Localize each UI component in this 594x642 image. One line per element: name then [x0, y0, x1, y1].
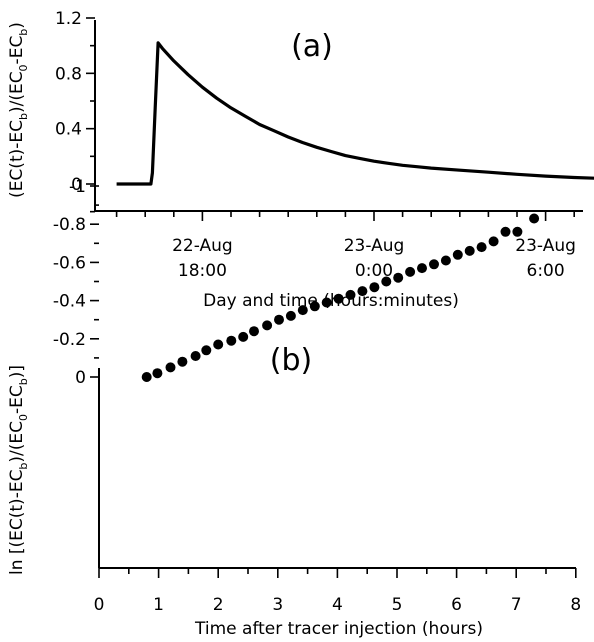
panel-b-data-point	[152, 368, 163, 379]
panel-a-y-axis-label: (EC(t)-ECb)/(EC0-ECb)	[7, 22, 30, 198]
panel-b-data-point	[357, 286, 368, 297]
panel-b-data-point	[440, 255, 451, 266]
panel-b-scatter-chart: (b) 0-0.2-0.4-0.6-0.8-10 1 2 3 4 5 6 7 8 ln [(EC…	[7, 177, 581, 639]
panel-b-data-point	[190, 351, 201, 361]
panel-a-x-tick-label-date: 23-Aug	[344, 236, 405, 256]
panel-b-data-point	[429, 259, 439, 270]
panel-b-x-tick-label: 6	[451, 595, 462, 615]
panel-b-x-tick-label: 4	[332, 595, 343, 615]
panel-b-x-tick-label: 5	[392, 595, 403, 615]
panel-b-x-tick-label: 7	[511, 595, 522, 615]
panel-a-y-tick-label: 0.8	[55, 64, 82, 84]
panel-b-data-point	[285, 310, 296, 321]
panel-a-axes: 0 0.4 0.8 1.2 22-Aug 18:00 23-Aug 0:00 23-Aug 6:0…	[55, 9, 583, 281]
panel-b-series	[141, 213, 540, 382]
panel-b-x-tick-label: 8	[570, 595, 581, 615]
panel-b-y-tick-label: -0.2	[53, 330, 86, 350]
panel-b-y-tick-label: -0.6	[53, 253, 86, 273]
panel-a-x-tick-label-time: 18:00	[178, 261, 227, 281]
panel-b-x-axis-label: Time after tracer injection (hours)	[194, 619, 483, 639]
panel-b-data-point	[476, 242, 487, 253]
panel-a-y-tick-label: 0	[71, 175, 82, 195]
panel-a-series	[116, 41, 594, 186]
panel-b-label: (b)	[270, 343, 312, 378]
panel-b-data-point	[201, 345, 212, 356]
panel-a-x-tick-label-time: 0:00	[355, 261, 393, 281]
panel-b-data-point	[141, 372, 152, 382]
panel-a-x-tick-label-date: 22-Aug	[172, 236, 233, 256]
panel-b-data-point	[369, 282, 380, 293]
panel-b-data-point	[238, 331, 249, 342]
panel-b-data-point	[529, 213, 540, 224]
panel-b-data-point	[488, 236, 499, 247]
panel-a-y-tick-label: 0.4	[55, 120, 82, 140]
panel-b-data-point	[177, 356, 188, 367]
panel-b-data-point	[226, 335, 237, 346]
panel-b-data-point	[500, 226, 511, 237]
panel-b-data-point	[165, 362, 176, 373]
panel-a-line-chart: (a) 0 0.4 0.8 1.2 22-Aug 18:00 23-Aug 0:00 23-Au…	[7, 9, 594, 311]
panel-b-data-point	[512, 226, 523, 237]
panel-a-x-tick-label-time: 6:00	[527, 261, 565, 281]
panel-b-y-tick-label: -1	[69, 177, 86, 197]
panel-b-data-point	[345, 289, 356, 300]
panel-b-y-tick-label: 0	[75, 368, 86, 388]
panel-b-data-point	[393, 272, 404, 283]
panel-b-x-tick-label: 2	[213, 595, 224, 615]
panel-b-x-tick-label: 1	[153, 595, 164, 615]
panel-b-data-point	[249, 326, 259, 337]
panel-b-data-point	[452, 249, 463, 260]
panel-b-data-point	[405, 266, 416, 277]
panel-b-axes: 0-0.2-0.4-0.6-0.8-10 1 2 3 4 5 6 7 8	[53, 177, 581, 615]
panel-b-data-point	[464, 245, 475, 256]
panel-b-data-point	[274, 314, 284, 325]
panel-b-y-tick-label: -0.8	[53, 215, 86, 235]
panel-b-y-tick-label: -0.4	[53, 292, 86, 312]
panel-b-data-point	[333, 293, 344, 304]
panel-b-data-point	[213, 339, 224, 350]
panel-a-y-tick-label: 1.2	[55, 9, 82, 29]
panel-b-data-point	[297, 305, 308, 316]
panel-b-data-point	[262, 320, 273, 331]
panel-b-data-point	[309, 301, 320, 312]
panel-a-label: (a)	[291, 29, 333, 64]
panel-b-data-point	[417, 263, 427, 274]
panel-a-ec-curve	[116, 41, 594, 186]
panel-b-x-tick-label: 0	[94, 595, 105, 615]
panel-b-data-point	[321, 297, 332, 308]
panel-b-x-tick-label: 3	[272, 595, 283, 615]
panel-b-data-point	[381, 276, 392, 287]
panel-b-y-axis-label: ln [(EC(t)-ECb)/(EC0-ECb)]	[7, 365, 30, 575]
panel-a-x-tick-label-date: 23-Aug	[515, 236, 576, 256]
